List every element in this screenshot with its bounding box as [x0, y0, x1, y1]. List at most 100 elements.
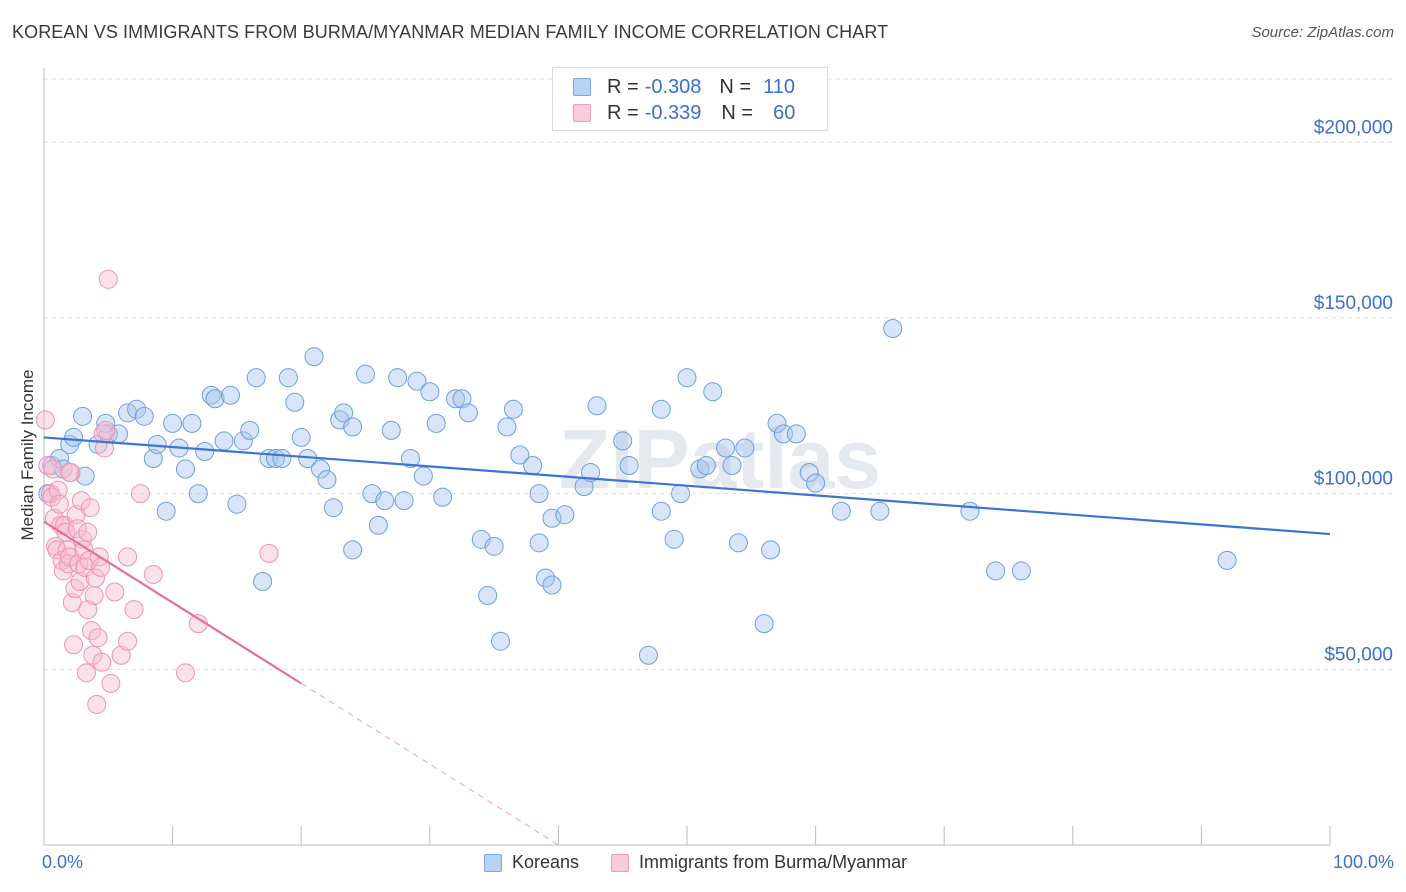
korean-point [134, 406, 154, 426]
x-tick-label-min: 0.0% [42, 852, 84, 872]
burma-point [143, 564, 163, 584]
korean-point [446, 389, 466, 409]
korean-point [503, 399, 523, 419]
korean-point [870, 501, 890, 521]
korean-point [716, 438, 736, 458]
korean-point [529, 533, 549, 553]
korean-point [677, 368, 697, 388]
burma-point [130, 484, 150, 504]
legend-r-value: -0.339 [644, 101, 702, 124]
korean-point [478, 586, 498, 606]
burma-point [38, 456, 58, 476]
korean-point [1217, 550, 1237, 570]
korean-point [671, 484, 691, 504]
korean-point [401, 449, 421, 468]
korean-point [510, 445, 530, 465]
korean-point [163, 413, 183, 433]
burma-point [49, 494, 69, 514]
korean-point [227, 494, 247, 514]
korean-point [735, 438, 755, 458]
korean-point [49, 449, 69, 468]
korean-point [75, 466, 95, 486]
legend-item-koreans: Koreans [484, 852, 579, 873]
korean-point [388, 368, 408, 388]
korean-point [638, 645, 658, 665]
korean-point [831, 501, 851, 521]
burma-point [43, 459, 63, 479]
korean-point [201, 385, 221, 405]
burma-point [60, 463, 80, 483]
legend-r-label: R = [607, 101, 639, 124]
korean-point [703, 382, 723, 402]
legend-n-label: N = [721, 101, 754, 124]
grid-layer [44, 78, 1396, 670]
korean-point [452, 389, 472, 409]
burma-point [101, 673, 121, 693]
burma-point [85, 568, 105, 588]
burma-trend-line [43, 520, 302, 685]
korean-point [381, 420, 401, 440]
korean-point [523, 456, 543, 476]
burma-points [35, 269, 279, 714]
korean-point [356, 364, 375, 384]
korean-point [73, 406, 93, 426]
korean-point [761, 540, 781, 560]
korean-point [555, 505, 575, 525]
korean-point [690, 459, 710, 479]
korean-point [127, 399, 147, 419]
korean-point [767, 413, 787, 433]
korean-point [304, 347, 324, 367]
legend-n-value: 110 [763, 75, 795, 98]
burma-point [88, 628, 108, 648]
korean-point [272, 449, 292, 468]
burma-trend-extension [300, 682, 559, 846]
burma-point [87, 694, 107, 714]
axis-layer [43, 68, 1331, 846]
legend-label-burma: Immigrants from Burma/Myanmar [639, 852, 908, 872]
burma-point [124, 600, 144, 620]
y-axis-label: Median Family Income [18, 369, 37, 541]
korean-point [205, 389, 225, 409]
korean-point [240, 420, 260, 440]
korean-trend-line [43, 436, 1331, 536]
burma-point [35, 410, 55, 430]
korean-point [722, 456, 742, 476]
korean-point [375, 491, 395, 511]
korean-point [696, 456, 716, 476]
korean-point [334, 403, 354, 423]
burma-point [70, 571, 90, 591]
x-tick-label-max: 100.0% [1332, 852, 1394, 872]
korean-point [310, 459, 330, 479]
korean-point [246, 368, 266, 388]
burma-point [98, 269, 118, 289]
korean-point [491, 631, 511, 651]
burma-point [118, 547, 138, 567]
legend-n-label: N = [719, 75, 752, 98]
burma-point [62, 593, 82, 613]
korean-point [497, 417, 517, 437]
chart-title: KOREAN VS IMMIGRANTS FROM BURMA/MYANMAR … [12, 22, 889, 42]
korean-point [728, 533, 748, 553]
korean-point [407, 371, 427, 391]
burma-point [78, 600, 98, 620]
burma-point [57, 540, 77, 560]
korean-point [613, 431, 633, 451]
korean-point [317, 470, 337, 490]
legend-row-burma: R = -0.339 N = 60 [573, 101, 795, 125]
korean-point [182, 413, 202, 433]
source-label: Source: ZipAtlas.com [1251, 24, 1394, 41]
burma-point [48, 480, 68, 500]
korean-point [806, 473, 826, 493]
y-tick-label: $50,000 [1324, 644, 1393, 665]
korean-point [883, 318, 903, 338]
korean-point [619, 456, 639, 476]
korean-point [156, 501, 176, 521]
stats-legend: R = -0.308 N = 110 R = -0.339 N = 60 [552, 67, 828, 131]
legend-swatch-koreans [484, 853, 502, 872]
burma-point [42, 487, 62, 507]
burma-point [64, 635, 84, 655]
burma-point [67, 519, 87, 539]
korean-point [413, 466, 433, 486]
burma-point [58, 554, 78, 574]
korean-point [433, 487, 453, 507]
